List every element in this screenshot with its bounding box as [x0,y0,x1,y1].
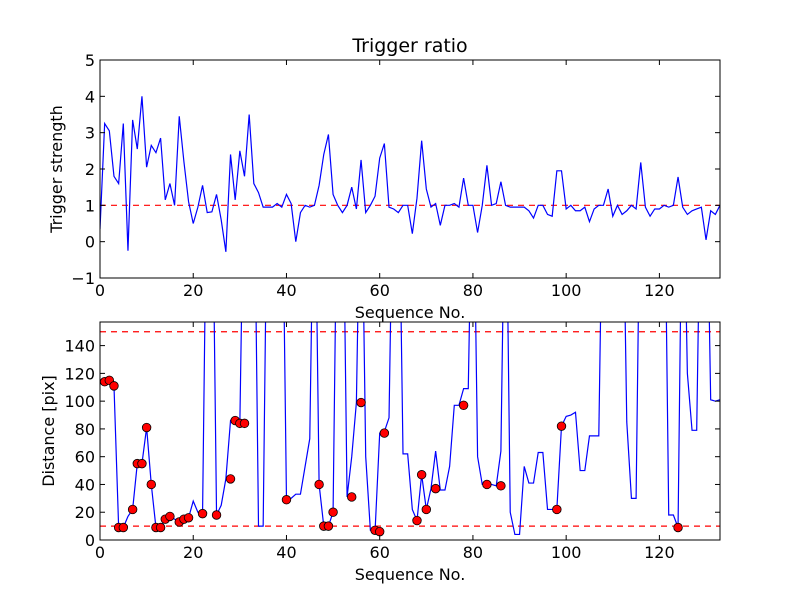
data-point [165,511,175,522]
data-point [347,492,357,502]
x-tick-label: 40 [276,543,296,562]
x-tick-label: 100 [551,543,582,562]
data-point [416,470,427,480]
data-point [183,513,194,523]
y-tick-label: 40 [75,475,95,494]
data-point [556,421,567,431]
y-tick-label: 1 [85,196,95,215]
data-point [379,428,390,438]
data-point [421,504,432,515]
data-point [109,381,119,391]
y-axis-label: Trigger strength [47,105,66,234]
y-tick-label: 140 [64,337,95,356]
x-axis-label: Sequence No. [355,303,466,322]
data-point [239,418,250,429]
plot-content [100,322,720,537]
data-point [137,458,147,469]
y-tick-label: 5 [85,51,95,70]
data-point [356,397,366,408]
data-point [118,522,129,533]
chart-title: Trigger ratio [351,35,467,57]
y-tick-label: 60 [75,448,95,467]
data-point [430,483,441,494]
distance-chart: Sequence No. Distance [pix] 0 20 40 60 80 100… [39,321,721,584]
series-line-0 [100,96,720,252]
y-tick-label: 0 [85,233,95,252]
data-point [197,508,208,519]
x-tick-label: 60 [370,281,390,300]
data-point [374,526,385,537]
y-tick-label: 4 [85,87,95,106]
y-tick-label: 3 [85,124,95,143]
trigger-ratio-chart: Trigger ratio Sequence No. Trigger stren… [47,35,721,322]
data-point [281,495,292,505]
y-tick-label: −1 [71,269,95,288]
y-axis-label: Distance [pix] [39,375,58,487]
y-tick-label: 80 [75,420,95,439]
x-tick-label: 120 [644,281,675,300]
data-point [412,515,422,526]
y-tick-label: 2 [85,160,95,179]
x-tick-label: 20 [183,281,203,300]
x-tick-label: 40 [276,281,296,300]
data-point [211,510,222,520]
x-tick-label: 20 [183,543,203,562]
x-tick-label: 100 [551,281,582,300]
x-tick-label: 0 [95,543,105,562]
x-tick-label: 80 [463,543,483,562]
x-axis-label: Sequence No. [355,565,466,584]
x-tick-label: 120 [644,543,675,562]
data-point [127,504,138,515]
x-tick-label: 0 [95,281,105,300]
series-line-0 [100,322,720,536]
y-tick-label: 100 [64,392,95,411]
data-point [155,522,166,533]
data-point [482,479,492,490]
y-tick-label: 20 [75,503,95,522]
data-point [552,504,562,515]
data-point [146,479,156,490]
data-point [673,522,683,533]
axes-frame [99,321,721,541]
x-tick-label: 80 [463,281,483,300]
y-tick-label: 0 [85,531,95,550]
data-point [458,400,469,411]
y-tick-label: 120 [64,364,95,383]
plot-content [100,96,720,252]
x-tick-label: 60 [370,543,390,562]
data-point [328,507,338,517]
data-point [225,474,236,484]
data-point [323,521,334,531]
data-point [496,481,506,491]
data-point [314,479,324,490]
distance-plot-area: 0 20 40 60 80 100 120 0 20 40 60 80 100 120 140 [64,321,721,562]
data-point [141,422,152,433]
